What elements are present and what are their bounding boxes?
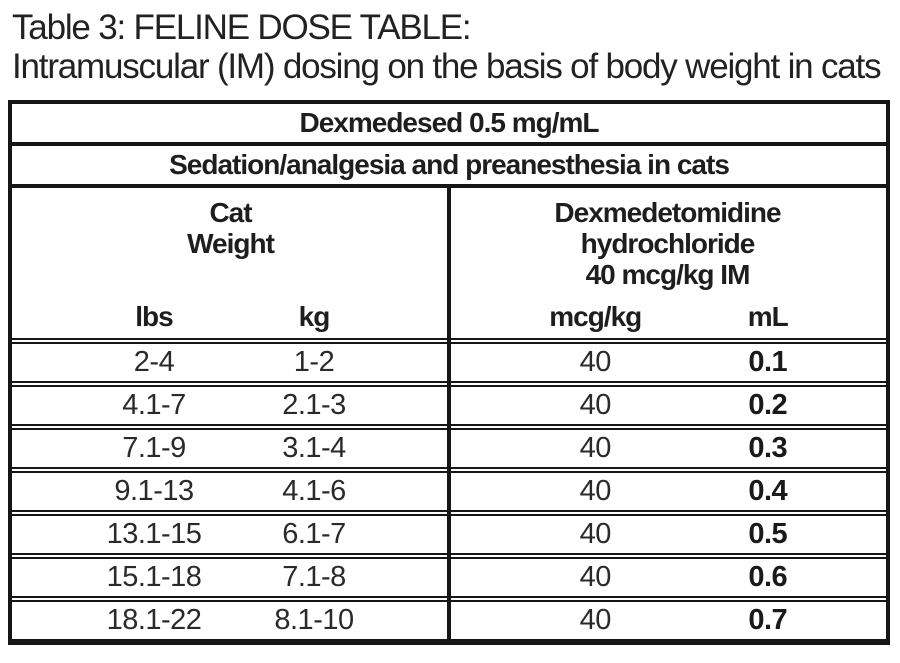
- table-title-line1: Table 3: FELINE DOSE TABLE:: [12, 8, 472, 47]
- weight-column-labels: lbs kg: [12, 300, 449, 334]
- table-title-line2: Intramuscular (IM) dosing on the basis o…: [12, 47, 882, 86]
- row-dose-cells: 40 0.1: [449, 344, 886, 381]
- cell-mcg-kg: 40: [579, 604, 612, 636]
- weight-group-title-line1: Cat: [209, 197, 252, 228]
- cell-mcg-kg: 40: [579, 432, 612, 464]
- cell-kg: 2.1-3: [282, 389, 346, 421]
- weight-group-header: Cat Weight lbs kg: [12, 188, 449, 338]
- cell-lbs: 2-4: [133, 346, 175, 378]
- row-dose-cells: 40 0.3: [449, 430, 886, 467]
- row-weight-cells: 2-4 1-2: [12, 344, 449, 381]
- cell-mcg-kg: 40: [579, 346, 612, 378]
- weight-group-title: Cat Weight: [12, 197, 449, 259]
- column-header-mcg-kg: mcg/kg: [549, 301, 642, 332]
- cell-ml: 0.6: [748, 561, 788, 593]
- dose-group-title-line3: 40 mcg/kg IM: [585, 259, 751, 290]
- cell-kg: 6.1-7: [282, 518, 346, 550]
- column-header-ml: mL: [747, 301, 789, 332]
- cell-mcg-kg: 40: [579, 561, 612, 593]
- table-title: Table 3: FELINE DOSE TABLE: Intramuscula…: [0, 6, 900, 86]
- cell-mcg-kg: 40: [579, 518, 612, 550]
- indication-banner: Sedation/analgesia and preanesthesia in …: [12, 146, 886, 188]
- cell-lbs: 9.1-13: [114, 475, 194, 507]
- table-grid-section: Cat Weight lbs kg Dexmedetomidine hydroc…: [12, 188, 886, 641]
- cell-lbs: 15.1-18: [106, 561, 202, 593]
- cell-lbs: 18.1-22: [106, 604, 202, 636]
- row-dose-cells: 40 0.2: [449, 387, 886, 424]
- dose-group-header: Dexmedetomidine hydrochloride 40 mcg/kg …: [449, 188, 886, 338]
- document-page: Table 3: FELINE DOSE TABLE: Intramuscula…: [0, 6, 900, 645]
- feline-dose-table: Dexmedesed 0.5 mg/mL Sedation/analgesia …: [8, 100, 890, 645]
- row-dose-cells: 40 0.4: [449, 473, 886, 510]
- cell-kg: 3.1-4: [282, 432, 346, 464]
- cell-mcg-kg: 40: [579, 389, 612, 421]
- cell-ml: 0.7: [748, 604, 788, 636]
- cell-ml: 0.3: [748, 432, 788, 464]
- row-weight-cells: 9.1-13 4.1-6: [12, 473, 449, 510]
- row-dose-cells: 40 0.7: [449, 602, 886, 639]
- row-weight-cells: 13.1-15 6.1-7: [12, 516, 449, 553]
- dose-group-title-line1: Dexmedetomidine: [554, 197, 781, 228]
- cell-kg: 4.1-6: [282, 475, 346, 507]
- column-header-row: Cat Weight lbs kg Dexmedetomidine hydroc…: [12, 188, 886, 340]
- weight-group-title-line2: Weight: [187, 228, 275, 259]
- cell-ml: 0.4: [748, 475, 788, 507]
- cell-lbs: 7.1-9: [122, 432, 186, 464]
- row-weight-cells: 4.1-7 2.1-3: [12, 387, 449, 424]
- cell-ml: 0.5: [748, 518, 788, 550]
- row-weight-cells: 18.1-22 8.1-10: [12, 602, 449, 639]
- cell-kg: 7.1-8: [282, 561, 346, 593]
- row-weight-cells: 15.1-18 7.1-8: [12, 559, 449, 596]
- column-header-lbs: lbs: [135, 301, 173, 332]
- cell-lbs: 13.1-15: [106, 518, 202, 550]
- row-dose-cells: 40 0.5: [449, 516, 886, 553]
- row-weight-cells: 7.1-9 3.1-4: [12, 430, 449, 467]
- dose-column-labels: mcg/kg mL: [449, 300, 886, 334]
- cell-ml: 0.1: [748, 346, 788, 378]
- cell-kg: 1-2: [293, 346, 335, 378]
- cell-mcg-kg: 40: [579, 475, 612, 507]
- dose-group-title: Dexmedetomidine hydrochloride 40 mcg/kg …: [449, 197, 886, 290]
- cell-lbs: 4.1-7: [122, 389, 186, 421]
- cell-kg: 8.1-10: [274, 604, 354, 636]
- center-column-divider: [447, 188, 451, 641]
- row-dose-cells: 40 0.6: [449, 559, 886, 596]
- product-banner: Dexmedesed 0.5 mg/mL: [12, 104, 886, 146]
- column-header-kg: kg: [298, 301, 331, 332]
- dose-group-title-line2: hydrochloride: [580, 228, 756, 259]
- cell-ml: 0.2: [748, 389, 788, 421]
